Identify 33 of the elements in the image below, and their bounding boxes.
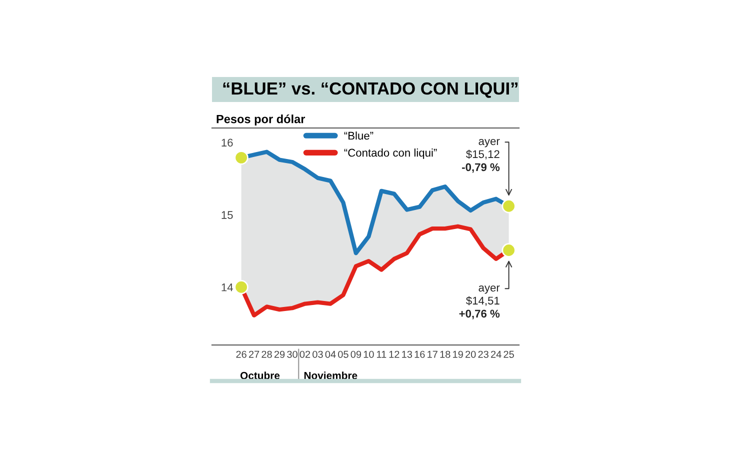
x-tick-label: 19 <box>453 350 463 358</box>
x-tick-label: 26 <box>236 350 246 358</box>
annotation: ayer $14,51 +0,76 % <box>459 285 500 320</box>
x-tick-label: 11 <box>376 350 386 358</box>
y-tick-label: 14 <box>222 284 233 292</box>
text: Octubre <box>240 372 280 380</box>
x-tick-label: 03 <box>312 350 323 358</box>
chart-title: “BLUE” vs. “CONTADO CON LIQUI” <box>223 82 518 98</box>
x-tick-label: 09 <box>350 350 362 358</box>
x-tick-label: 29 <box>274 350 285 358</box>
x-tick-label: 18 <box>440 350 450 358</box>
x-tick-label: 05 <box>338 350 348 358</box>
x-tick-label: 02 <box>300 350 310 358</box>
x-tick-label: 28 <box>262 350 272 358</box>
x-tick-label: 12 <box>389 350 400 358</box>
y-tick-label: 15 <box>222 211 233 219</box>
x-tick-label: 23 <box>478 350 488 358</box>
x-tick-label: 27 <box>248 350 260 358</box>
x-tick-label: 25 <box>504 350 514 358</box>
x-tick-label: 04 <box>325 350 336 358</box>
y-axis-title: Pesos por dólar <box>216 114 306 126</box>
legend-label: “Blue” <box>344 131 374 140</box>
x-tick-label: 17 <box>428 350 438 358</box>
x-tick-label: 13 <box>402 350 412 358</box>
x-tick-label: 16 <box>414 350 425 358</box>
x-tick-label: 24 <box>491 350 502 358</box>
annotation: ayer $15,12 -0,79 % <box>462 139 500 173</box>
x-tick-label: 20 <box>466 350 476 358</box>
x-tick-label: 30 <box>287 350 298 358</box>
x-tick-label: 10 <box>364 350 374 358</box>
y-tick-label: 16 <box>222 138 233 147</box>
legend-label: “Contado con liqui” <box>344 148 437 159</box>
text: Noviembre <box>304 372 358 380</box>
